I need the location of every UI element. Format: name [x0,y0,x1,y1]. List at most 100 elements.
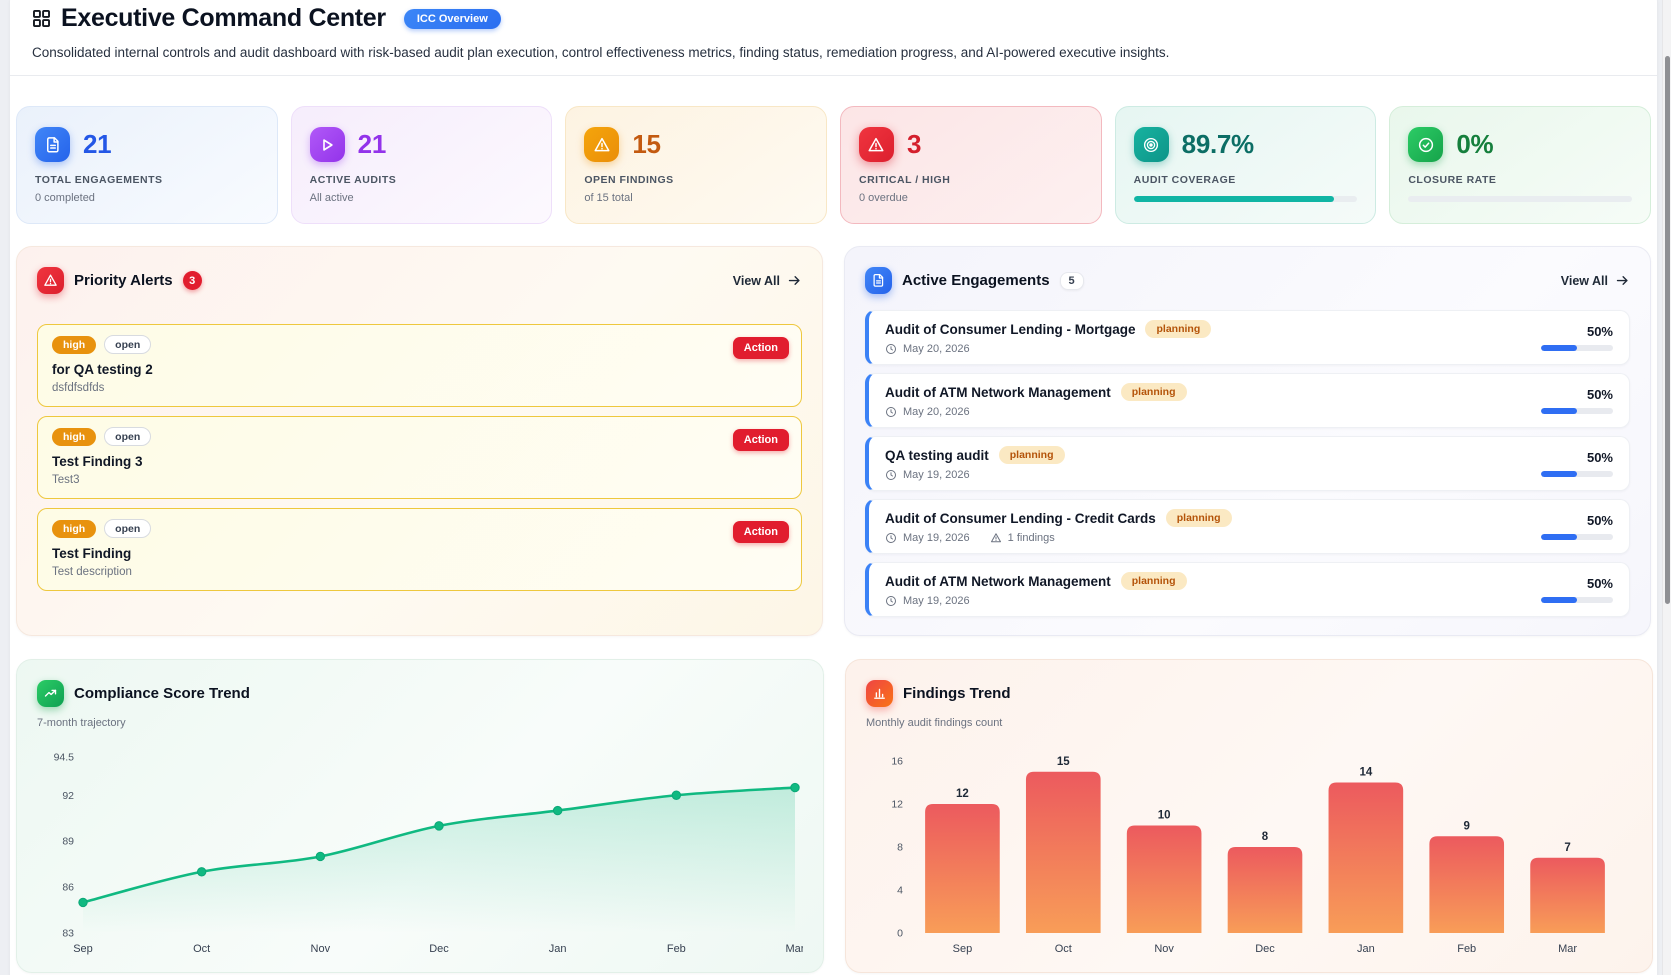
alert-item[interactable]: high open for QA testing 2 dsfdfsdfds Ac… [37,324,802,407]
engagements-list: Audit of Consumer Lending - Mortgage pla… [865,310,1630,617]
kpi-subtext: All active [309,192,354,204]
kpi-critical-high[interactable]: 3 CRITICAL / HIGH 0 overdue [839,106,1102,224]
kpi-value: 15 [632,129,661,159]
svg-text:8: 8 [1262,831,1269,843]
closure-progress-track [1408,196,1632,202]
severity-badge: high [52,335,97,354]
planning-badge: planning [998,446,1065,464]
planning-badge: planning [1145,320,1212,338]
engagements-panel-title: Active Engagements [902,272,1050,289]
compliance-chart-title: Compliance Score Trend [74,685,250,702]
priority-alerts-panel: Priority Alerts 3 View All high open for… [16,246,823,636]
action-button[interactable]: Action [732,429,789,451]
alert-item[interactable]: high open Test Finding 3 Test3 Action [37,416,802,499]
engagements-count-badge: 5 [1059,271,1084,290]
svg-text:4: 4 [897,885,903,897]
alert-description: dsfdfsdfds [52,382,105,394]
clock-icon [886,470,896,480]
svg-text:7: 7 [1564,842,1570,854]
alert-item[interactable]: high open Test Finding Test description … [37,508,802,591]
kpi-active-audits[interactable]: 21 ACTIVE AUDITS All active [290,106,553,224]
kpi-subtext: of 15 total [584,192,633,204]
svg-text:94.5: 94.5 [54,752,75,764]
page-title: Executive Command Center [61,4,386,32]
svg-text:Oct: Oct [1055,943,1072,955]
engagement-date: May 20, 2026 [903,406,970,418]
kpi-total-engagements[interactable]: 21 TOTAL ENGAGEMENTS 0 completed [16,106,278,224]
kpi-open-findings[interactable]: 15 OPEN FINDINGS of 15 total [565,106,827,224]
svg-text:Oct: Oct [193,943,210,955]
coverage-progress-fill [1133,196,1335,202]
compliance-line-chart: 83 86 89 92 94.5 Sep Oct Nov Dec Jan Feb Mar [54,752,805,956]
kpi-audit-coverage[interactable]: 89.7% AUDIT COVERAGE [1114,106,1377,224]
engagement-progress-label: 50% [1586,576,1613,591]
coverage-progress-track [1133,196,1358,202]
kpi-label: OPEN FINDINGS [584,174,674,186]
page-header: Executive Command Center ICC Overview Co… [10,0,1657,76]
engagement-progress-track [1541,408,1613,414]
action-button[interactable]: Action [732,337,789,359]
findings-bar-chart: 0 4 8 12 16 12 Sep 15 Oct 10 Nov 8 Dec 14 Jan 9 Feb 7 Mar [891,756,1605,955]
compliance-trend-panel: Compliance Score Trend 7-month trajector… [16,659,824,973]
vertical-scrollbar[interactable] [1662,0,1671,975]
engagement-progress-track [1541,345,1613,351]
kpi-value: 21 [83,129,112,159]
engagement-findings: 1 findings [1007,532,1055,544]
engagement-progress-fill [1541,471,1577,477]
engagements-view-all-button[interactable]: View All [1561,273,1630,288]
svg-text:0: 0 [897,928,903,940]
engagement-progress-label: 50% [1586,387,1613,402]
svg-text:Sep: Sep [73,943,93,955]
status-badge: open [104,519,152,538]
svg-text:83: 83 [62,928,74,940]
kpi-subtext: 0 completed [35,192,95,204]
svg-text:12: 12 [891,799,903,811]
engagement-row[interactable]: Audit of ATM Network Management planning… [865,562,1630,617]
clock-icon [886,533,896,543]
trending-up-icon [37,680,64,707]
kpi-value: 89.7% [1181,129,1255,159]
severity-badge: high [52,519,97,538]
svg-text:10: 10 [1158,810,1171,822]
kpi-label: AUDIT COVERAGE [1133,174,1236,186]
svg-text:Mar: Mar [786,943,803,955]
engagement-row[interactable]: QA testing audit planning May 19, 2026 5… [865,436,1630,491]
engagement-progress-track [1541,471,1613,477]
check-circle-icon [1408,127,1444,162]
alert-description: Test3 [52,474,80,486]
svg-text:Jan: Jan [549,943,567,955]
kpi-closure-rate[interactable]: 0% CLOSURE RATE [1389,106,1651,224]
page-description: Consolidated internal controls and audit… [32,45,1170,60]
alerts-view-all-button[interactable]: View All [733,273,802,288]
svg-text:89: 89 [62,836,74,848]
arrow-right-icon [788,276,800,285]
engagement-progress-label: 50% [1586,513,1613,528]
document-icon [35,127,70,162]
engagement-date: May 19, 2026 [903,532,970,544]
icc-overview-badge: ICC Overview [403,8,501,29]
engagement-progress-fill [1541,345,1577,351]
engagement-progress-track [1541,597,1613,603]
engagement-progress-label: 50% [1586,324,1613,339]
engagement-row[interactable]: Audit of Consumer Lending - Credit Cards… [865,499,1630,554]
engagement-row[interactable]: Audit of Consumer Lending - Mortgage pla… [865,310,1630,365]
action-button[interactable]: Action [732,521,789,543]
engagement-progress-label: 50% [1586,450,1613,465]
alert-triangle-icon [37,267,64,294]
svg-text:Feb: Feb [667,943,686,955]
svg-text:8: 8 [897,842,903,854]
kpi-value: 21 [357,129,387,159]
kpi-value: 3 [906,129,922,159]
findings-trend-panel: Findings Trend Monthly audit findings co… [845,659,1653,973]
scrollbar-thumb[interactable] [1665,56,1670,604]
engagement-progress-fill [1541,597,1577,603]
engagement-title: Audit of Consumer Lending - Credit Cards [885,510,1156,526]
planning-badge: planning [1120,572,1187,590]
svg-text:Dec: Dec [1255,943,1275,955]
engagement-title: Audit of ATM Network Management [885,573,1111,589]
alerts-panel-title: Priority Alerts [74,272,173,289]
engagement-row[interactable]: Audit of ATM Network Management planning… [865,373,1630,428]
warning-triangle-icon [858,127,894,162]
svg-text:86: 86 [62,882,74,894]
svg-text:12: 12 [956,788,969,800]
